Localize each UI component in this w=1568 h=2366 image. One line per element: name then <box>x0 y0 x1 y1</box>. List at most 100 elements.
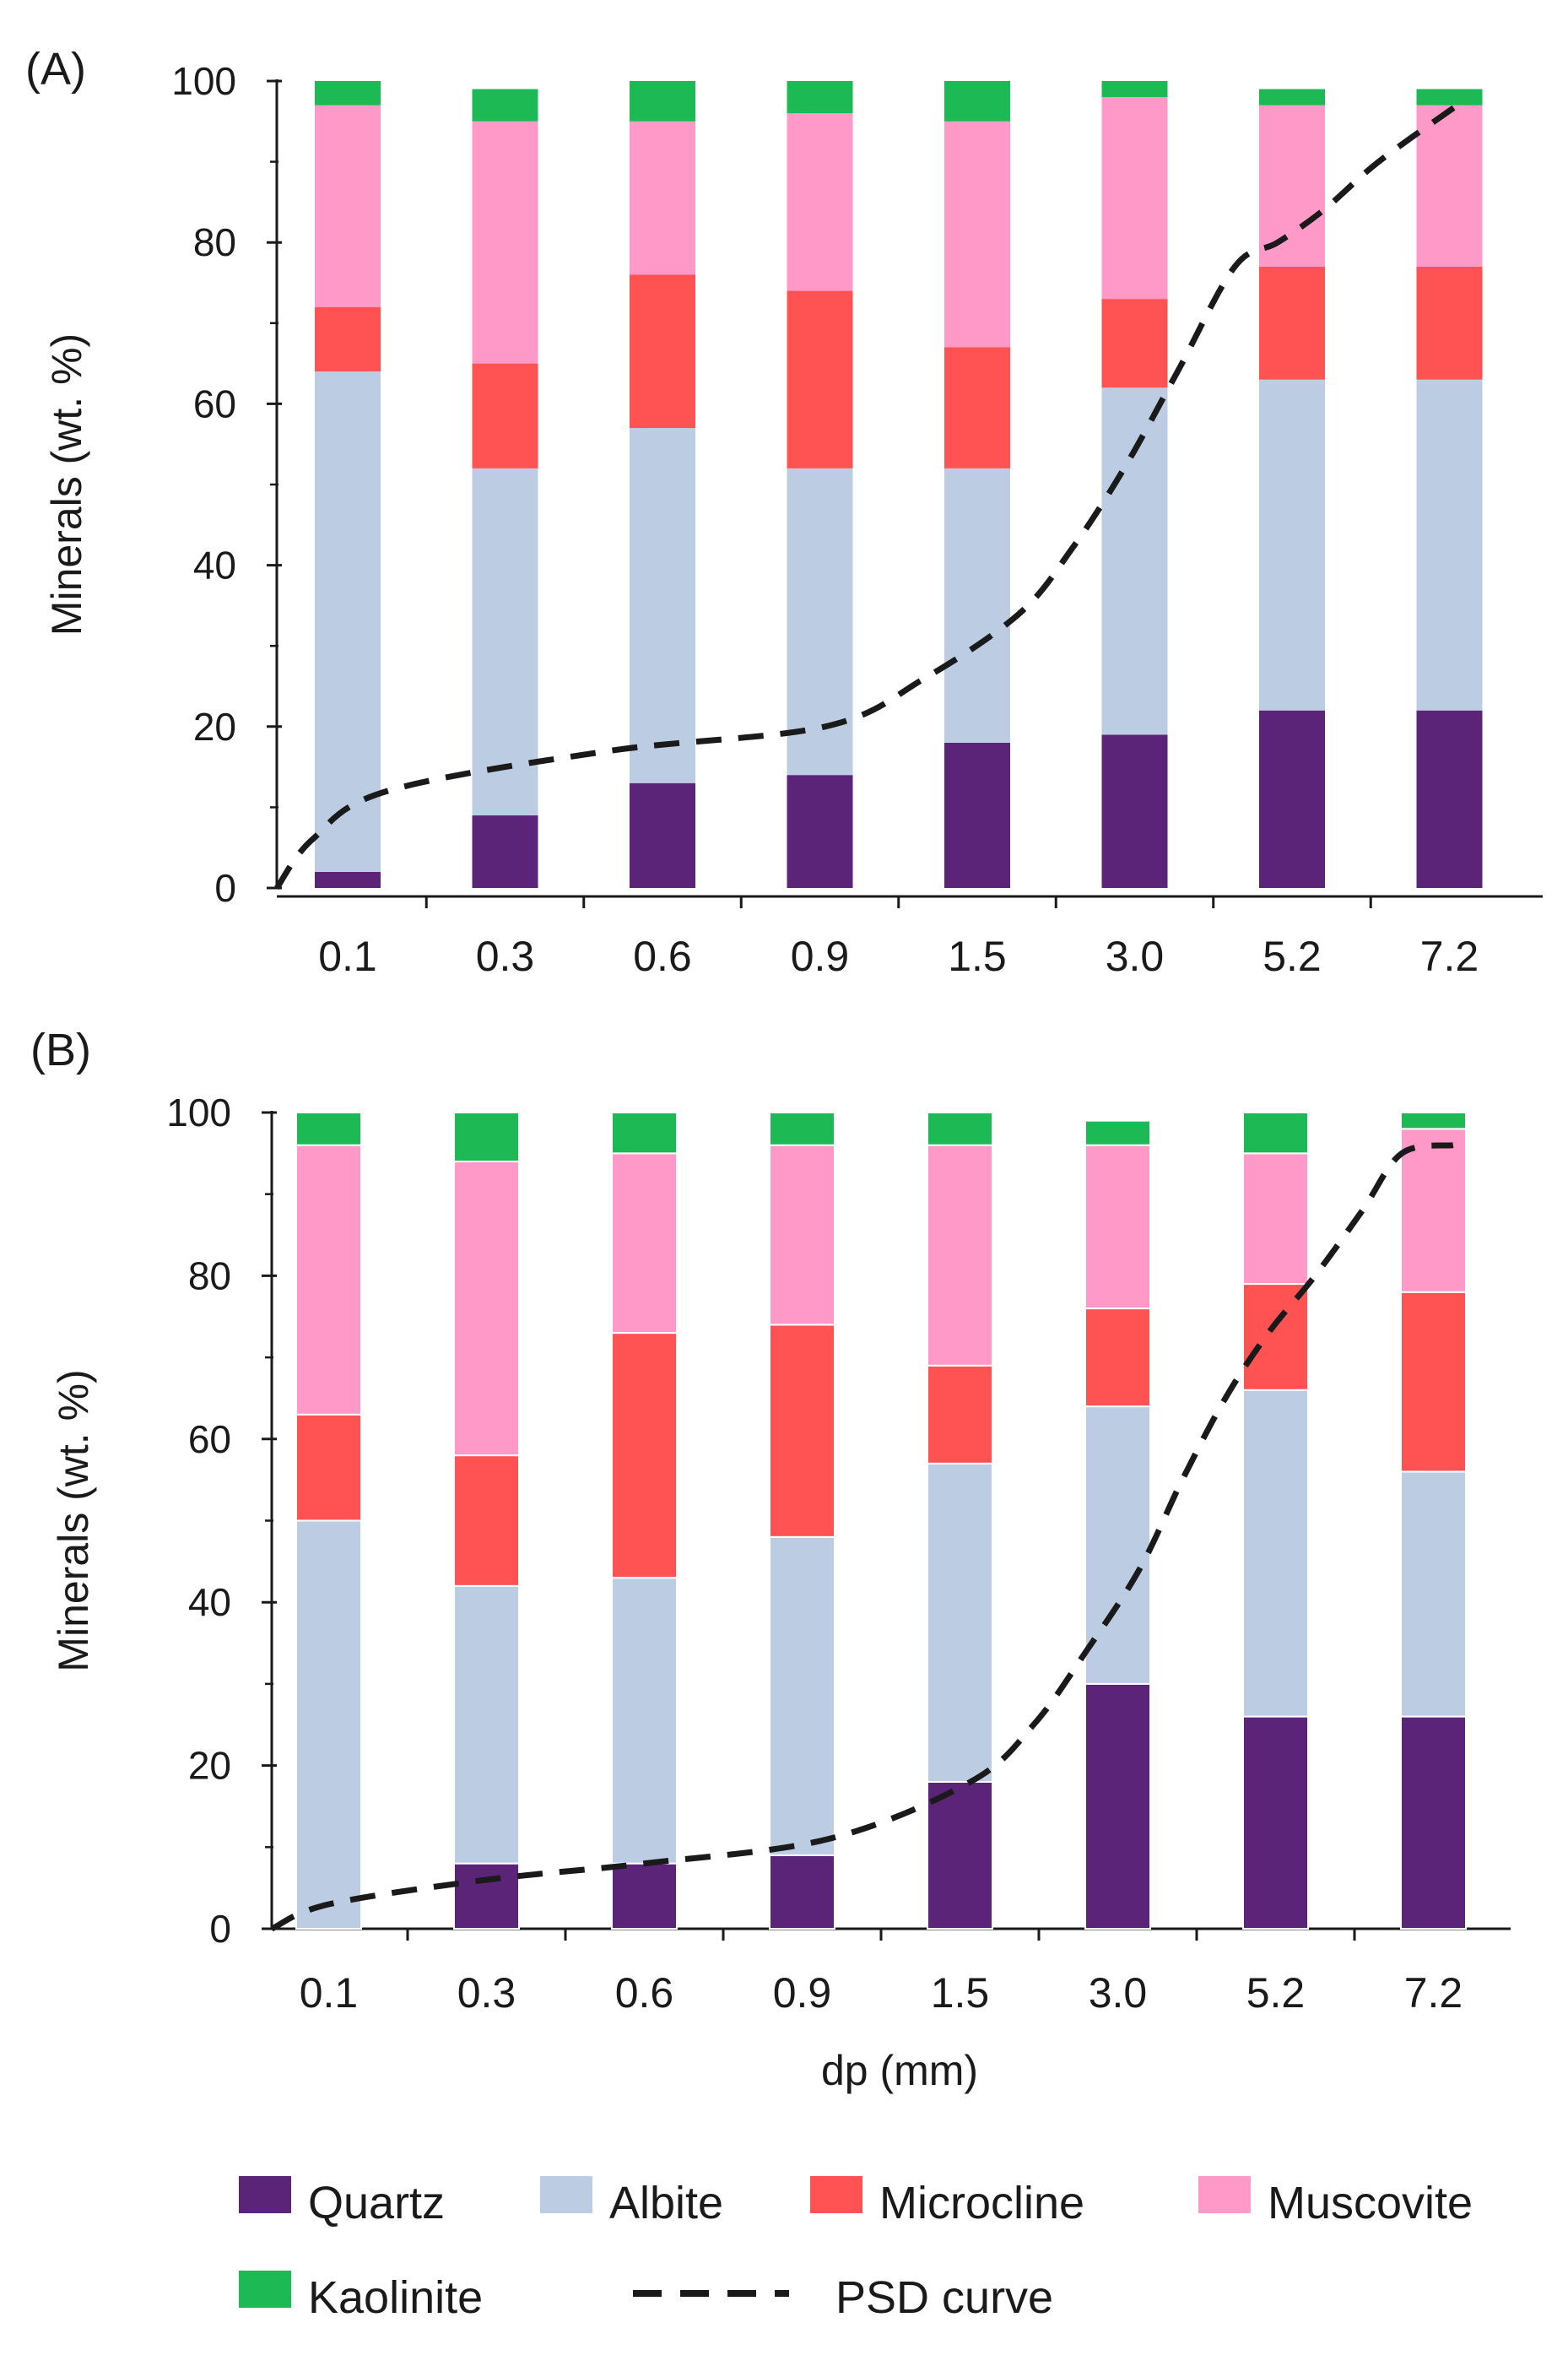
x-tick-label: 0.9 <box>773 1969 832 2017</box>
psd-curve <box>274 102 1459 891</box>
y-tick-label: 0 <box>214 866 236 910</box>
bar-segment-muscovite <box>453 1161 520 1457</box>
bar-segment-quartz <box>787 775 853 888</box>
bar-segment-microcline <box>1400 1291 1467 1473</box>
bar-segment-albite <box>1242 1389 1309 1718</box>
panel-a: (A) 0 20 40 60 80 100 Minerals (wt. %) 0.1 0.3 0.6… <box>25 44 1543 980</box>
y-tick-label: 80 <box>193 220 236 264</box>
bar-segment-albite <box>769 1535 835 1856</box>
bar-segment-kaolinite <box>630 81 695 122</box>
bar-segment-kaolinite <box>787 81 853 114</box>
bar-segment-albite <box>295 1519 362 1930</box>
x-tick-label: 0.6 <box>615 1969 674 2017</box>
bar-segment-muscovite <box>1242 1152 1309 1286</box>
bar-segment-kaolinite <box>1259 89 1325 106</box>
panel-label: (B) <box>30 1025 91 1075</box>
bar-segment-microcline <box>295 1413 362 1522</box>
bar-segment-albite <box>927 1462 993 1783</box>
bar-segment-muscovite <box>295 1144 362 1416</box>
bar-segment-quartz <box>453 1862 520 1930</box>
bar-segment-muscovite <box>1101 97 1168 300</box>
bar-segment-albite <box>630 428 695 783</box>
bar-segment-muscovite <box>1400 1128 1467 1293</box>
bar-segment-muscovite <box>611 1152 678 1335</box>
bar-segment-kaolinite <box>1101 81 1168 98</box>
bar-segment-muscovite <box>787 113 853 291</box>
x-tick-label: 7.2 <box>1404 1969 1463 2017</box>
x-tick-label: 5.2 <box>1246 1969 1306 2017</box>
x-tick-label: 0.1 <box>318 933 377 980</box>
legend-swatch-microcline <box>810 2176 862 2213</box>
bar-segment-microcline <box>1242 1283 1309 1391</box>
bar-segment-albite <box>1101 387 1168 735</box>
panel-b: (B) 0 20 40 60 80 100 Minerals (wt. %) 0.1 0.3 0.6… <box>30 1025 1511 2094</box>
legend-swatch-muscovite <box>1198 2176 1251 2213</box>
y-tick-label: 40 <box>193 544 236 587</box>
bar-segment-muscovite <box>1259 105 1325 267</box>
y-tick-label: 80 <box>188 1253 231 1297</box>
x-tick-label: 0.1 <box>300 1969 359 2017</box>
bar-segment-quartz <box>1242 1715 1309 1930</box>
legend-label-albite: Albite <box>609 2178 723 2228</box>
bar-segment-quartz <box>1400 1715 1467 1930</box>
bar-segment-microcline <box>315 306 381 372</box>
bar-segment-kaolinite <box>611 1112 678 1155</box>
bar-segment-microcline <box>472 363 538 468</box>
bar-segment-albite <box>472 468 538 815</box>
y-tick-label: 60 <box>188 1417 231 1461</box>
y-axis-label: Minerals (wt. %) <box>43 333 90 636</box>
y-tick-label: 0 <box>209 1907 231 1951</box>
x-tick-label: 1.5 <box>931 1969 990 2017</box>
bar-segment-albite <box>1416 379 1483 711</box>
bar-segment-quartz <box>1084 1682 1151 1930</box>
legend-swatch-quartz <box>239 2176 291 2213</box>
legend-swatch-albite <box>540 2176 592 2213</box>
x-tick-label: 1.5 <box>948 933 1007 980</box>
y-tick-label: 100 <box>166 1091 231 1134</box>
bar-segment-microcline <box>1416 266 1483 380</box>
bar-segment-microcline <box>787 290 853 468</box>
bar-segment-microcline <box>453 1454 520 1587</box>
bar-segment-muscovite <box>472 121 538 364</box>
x-tick-label: 0.3 <box>457 1969 516 2017</box>
y-axis-label: Minerals (wt. %) <box>50 1369 97 1671</box>
bar-segment-quartz <box>927 1780 993 1930</box>
x-tick-label: 3.0 <box>1106 933 1165 980</box>
bar-segment-muscovite <box>315 105 381 307</box>
bar-segment-microcline <box>927 1364 993 1465</box>
bar-segment-kaolinite <box>295 1112 362 1146</box>
bar-segment-muscovite <box>769 1144 835 1326</box>
bar-segment-kaolinite <box>1416 89 1483 106</box>
bar-segment-kaolinite <box>1242 1112 1309 1155</box>
legend-swatch-kaolinite <box>239 2271 291 2308</box>
panel-label: (A) <box>25 44 86 95</box>
bar-segment-albite <box>1084 1405 1151 1685</box>
bar-segment-albite <box>453 1584 520 1865</box>
psd-curve <box>270 1142 1454 1932</box>
x-tick-label: 3.0 <box>1089 1969 1148 2017</box>
bar-segment-microcline <box>1259 266 1325 380</box>
bar-segment-muscovite <box>630 121 695 275</box>
x-axis-label: dp (mm) <box>821 2047 978 2094</box>
bar-segment-albite <box>944 468 1010 743</box>
x-tick-label: 0.3 <box>476 933 535 980</box>
bar-segment-muscovite <box>1416 105 1483 267</box>
y-tick-label: 20 <box>193 705 236 749</box>
bar-segment-kaolinite <box>315 81 381 106</box>
x-tick-label: 0.6 <box>633 933 692 980</box>
bar-segment-microcline <box>611 1332 678 1579</box>
bar-segment-albite <box>315 371 381 872</box>
legend-label-kaolinite: Kaolinite <box>308 2272 483 2323</box>
legend-label-quartz: Quartz <box>308 2178 445 2228</box>
bar-segment-microcline <box>769 1324 835 1538</box>
bar-segment-quartz <box>1101 734 1168 888</box>
y-tick-label: 100 <box>171 59 236 103</box>
legend-label-psd-curve: PSD curve <box>835 2272 1053 2323</box>
x-tick-label: 5.2 <box>1263 933 1322 980</box>
bar-segment-muscovite <box>927 1144 993 1367</box>
bar-segment-albite <box>611 1577 678 1865</box>
bar-segment-albite <box>1400 1470 1467 1718</box>
bar-segment-kaolinite <box>453 1112 520 1163</box>
x-tick-label: 0.9 <box>791 933 850 980</box>
